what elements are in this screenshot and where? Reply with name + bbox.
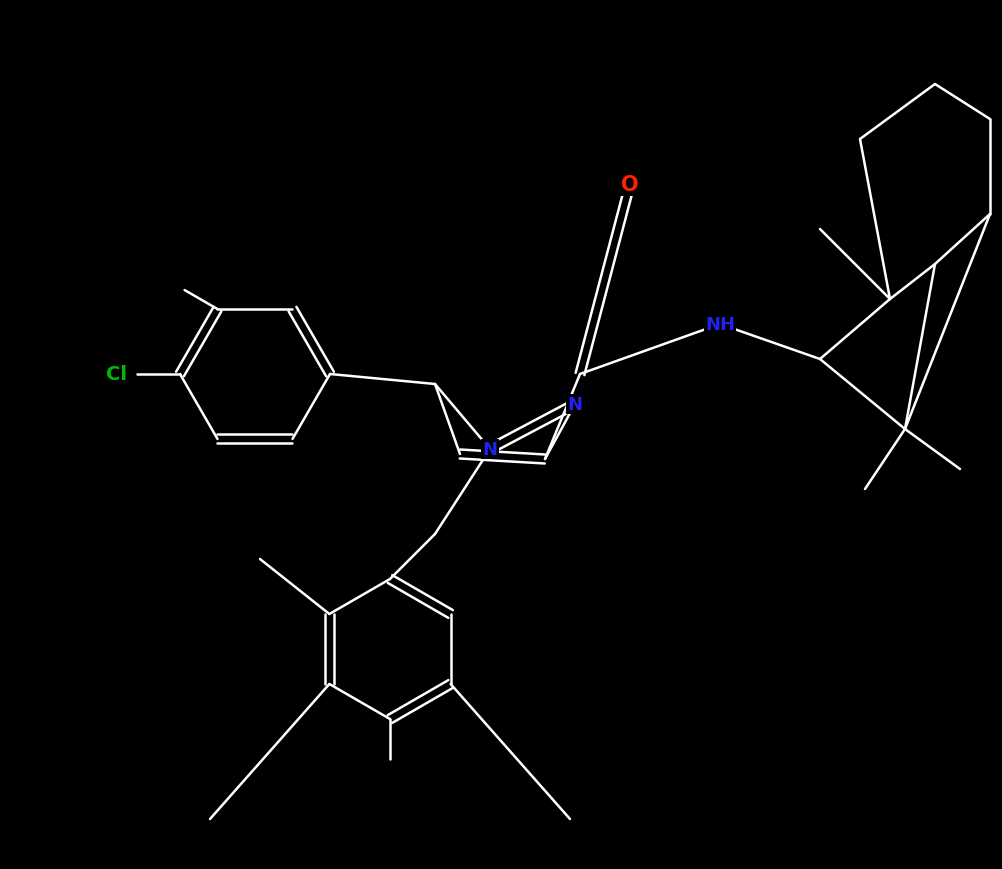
Text: Cl: Cl bbox=[106, 365, 127, 384]
Text: NH: NH bbox=[704, 315, 734, 334]
Text: N: N bbox=[482, 441, 497, 459]
Text: N: N bbox=[482, 441, 497, 459]
Text: O: O bbox=[620, 175, 638, 195]
Text: NH: NH bbox=[704, 315, 734, 334]
Text: N: N bbox=[567, 395, 582, 414]
Text: Cl: Cl bbox=[106, 365, 127, 384]
Text: O: O bbox=[620, 175, 638, 195]
Text: N: N bbox=[567, 395, 582, 414]
